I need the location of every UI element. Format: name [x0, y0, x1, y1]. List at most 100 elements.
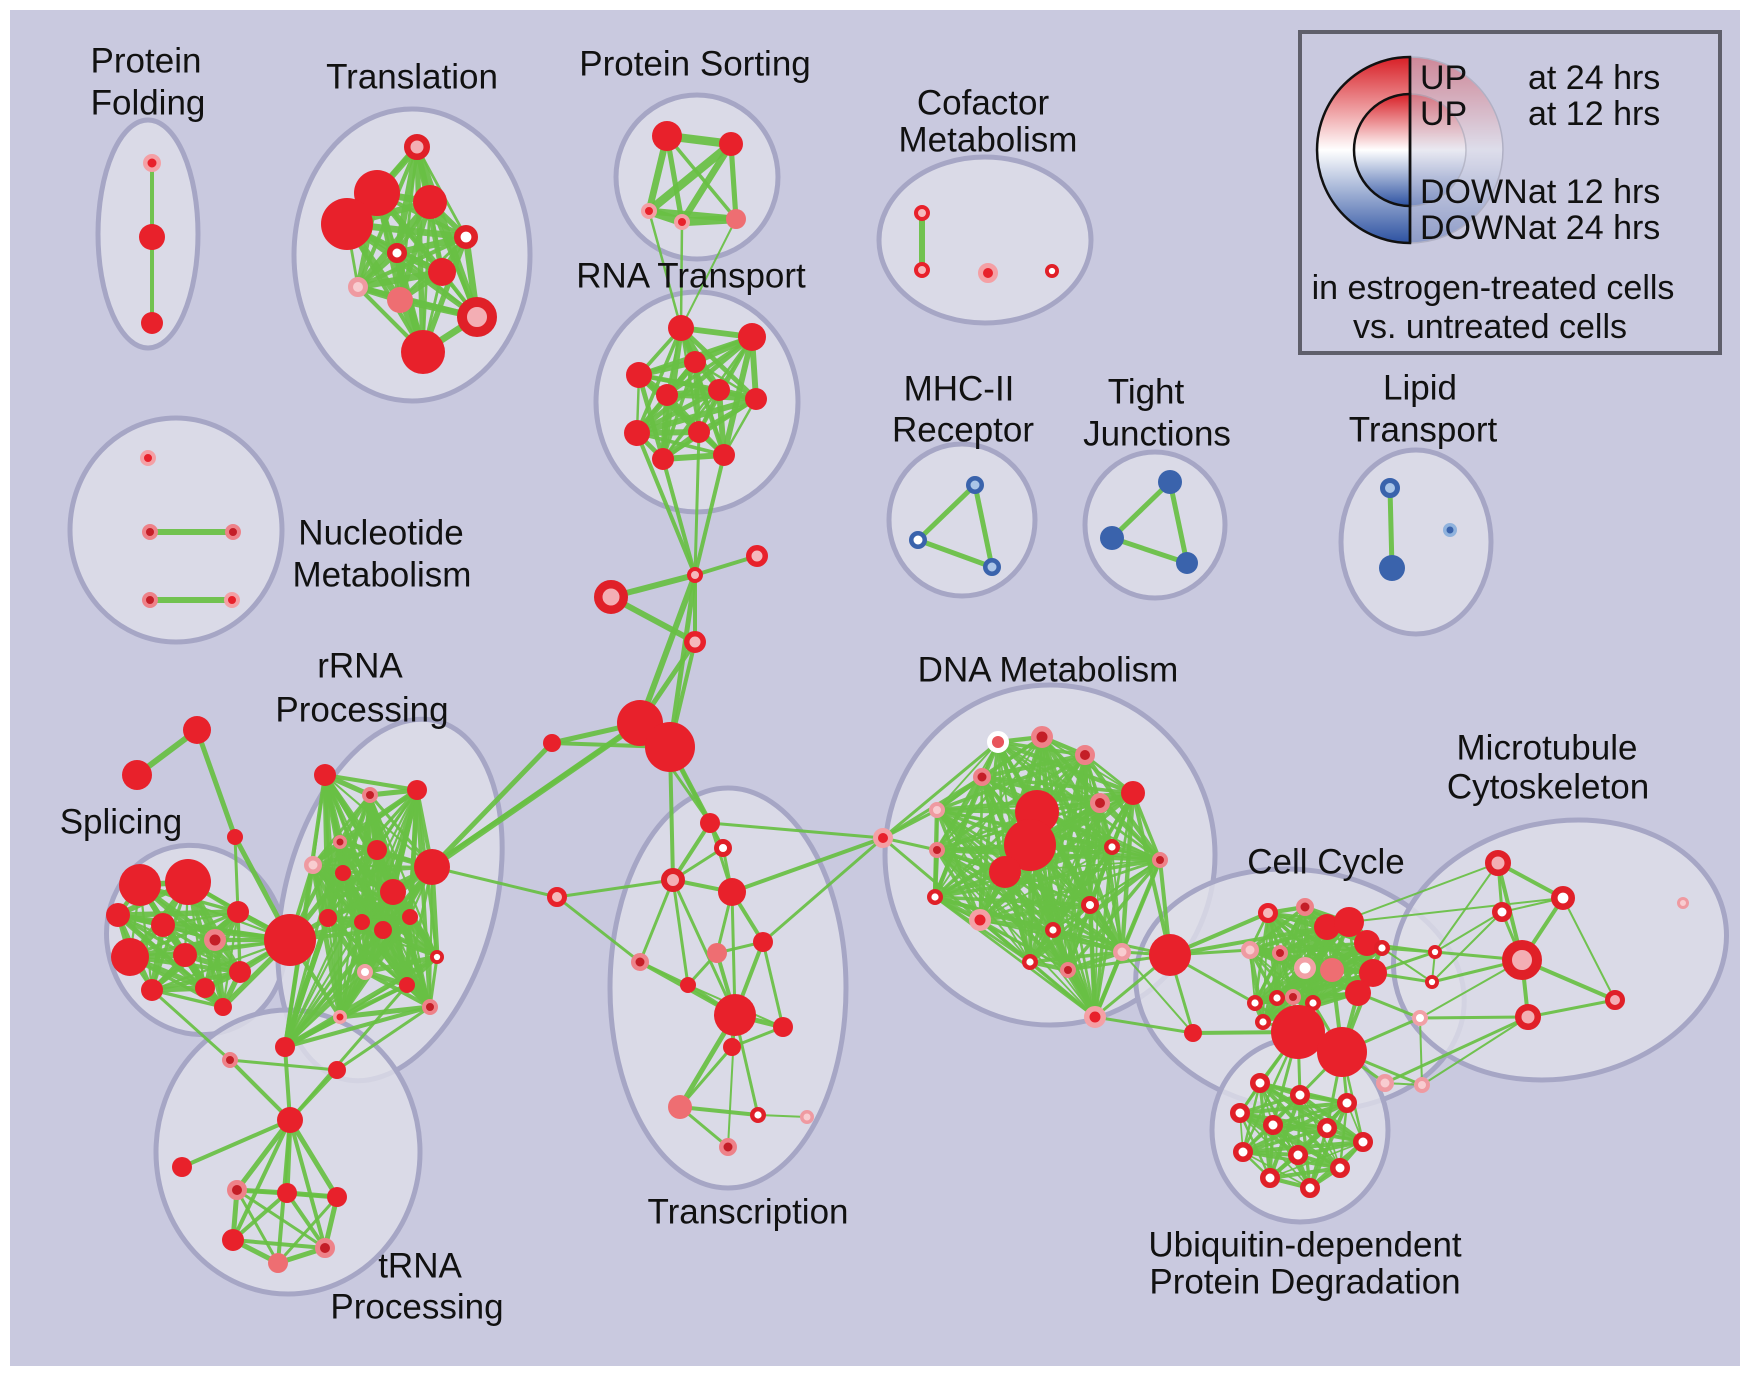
edge: [761, 836, 885, 944]
edge: [282, 915, 331, 1050]
edge: [1109, 535, 1190, 566]
node-cellcycle-6: [1345, 980, 1371, 1006]
edge: [933, 895, 1092, 907]
cluster-label-rrna: rRNA: [317, 647, 403, 686]
edge: [1310, 945, 1385, 1006]
edge: [1167, 479, 1190, 566]
node-splicing-3: [151, 913, 175, 937]
node-tri-0: [183, 716, 211, 744]
node-dna-11: [1103, 839, 1120, 856]
node-microtubule-7: [1425, 974, 1440, 989]
node-translation-9: [457, 297, 497, 337]
node-cellcycle-13: [1268, 990, 1285, 1007]
node-dna-12: [1152, 852, 1168, 868]
edge: [555, 878, 675, 899]
node-protein-sorting-1: [719, 132, 743, 156]
edge: [936, 809, 1031, 963]
node-protein-folding-2: [141, 312, 163, 334]
edges-lipid-transport: [1387, 485, 1395, 571]
node-tight-junctions-1: [1100, 526, 1124, 550]
edge: [282, 1014, 343, 1050]
node-nucleotide-metabolism-0: [140, 450, 156, 466]
node-transcription-13: [750, 1106, 767, 1123]
edge: [635, 431, 697, 577]
edge: [405, 865, 434, 987]
node-ubiquitin-11: [1300, 1178, 1320, 1198]
node-rrna-12: [402, 909, 418, 925]
node-nucleotide-metabolism-4: [224, 592, 240, 608]
edge: [1526, 998, 1617, 1019]
edge: [311, 793, 372, 867]
edge: [1241, 1126, 1329, 1154]
node-spine-1: [746, 545, 768, 567]
edge: [282, 914, 413, 1050]
node-rrna-13: [429, 949, 444, 964]
edge: [115, 909, 241, 918]
edge: [915, 537, 995, 570]
cluster-label-ubiquitin: Ubiquitin-dependent: [1148, 1226, 1462, 1265]
node-protein-folding-0: [143, 154, 161, 172]
node-nucleotide-metabolism-3: [142, 592, 158, 608]
edge: [979, 752, 1088, 780]
node-dna-8: [989, 856, 1021, 888]
node-dna-16: [1044, 922, 1061, 939]
cluster-label-lipid-transport: Lipid: [1383, 369, 1457, 408]
node-translation-3: [321, 198, 373, 250]
edge: [936, 849, 1031, 963]
edge: [359, 914, 413, 925]
node-rrna-4: [304, 856, 322, 874]
node-rrna-2: [407, 780, 427, 800]
edge: [288, 983, 409, 1122]
node-trna-7: [268, 1253, 288, 1273]
cluster-label-dna: DNA Metabolism: [918, 651, 1179, 690]
edge: [1308, 1126, 1329, 1190]
edge: [1066, 903, 1092, 972]
edge: [310, 847, 380, 868]
edge: [1247, 947, 1266, 1025]
edges-rrna: [282, 772, 440, 1050]
node-rrna-18: [275, 1037, 295, 1057]
cluster-label-mhc-ii-receptor: MHC-II: [904, 370, 1015, 409]
edge: [638, 878, 675, 964]
edge: [977, 917, 1056, 933]
edge: [1119, 790, 1136, 955]
edge: [1248, 905, 1307, 952]
edge: [634, 387, 722, 436]
edge: [212, 937, 226, 1010]
edge: [637, 572, 698, 726]
edge: [1419, 1017, 1423, 1086]
node-dna-21: [1084, 1006, 1106, 1028]
edge: [1087, 902, 1098, 1020]
node-microtubule-8: [1412, 1010, 1428, 1026]
node-rrna-7: [380, 879, 406, 905]
edge: [221, 910, 240, 1009]
edge: [978, 858, 1162, 922]
node-rrna-6: [367, 840, 387, 860]
node-transcription-7: [680, 977, 696, 993]
edge: [881, 740, 1000, 840]
node-microtubule-4: [1605, 990, 1625, 1010]
node-cellcycle-20: [1317, 1027, 1367, 1077]
legend-circle-inner-left: [1352, 92, 1412, 208]
edge: [231, 1191, 289, 1242]
legend-circle-inner-right: [1409, 93, 1467, 207]
node-cellcycle-14: [1285, 989, 1301, 1005]
edge: [693, 360, 758, 401]
node-trna-8: [222, 1052, 238, 1068]
edge: [128, 910, 240, 959]
node-cellcycle-2: [1314, 914, 1340, 940]
node-cellcycle-19: [1271, 1005, 1325, 1059]
node-rna-transport-4: [656, 384, 678, 406]
edge: [1093, 1015, 1195, 1035]
edge: [337, 914, 413, 1020]
edge: [228, 1058, 292, 1122]
node-cellcycle-10: [1320, 958, 1344, 982]
node-cellcycle-9: [1294, 957, 1316, 979]
node-ubiquitin-8: [1288, 1145, 1308, 1165]
node-tri-1: [122, 760, 152, 790]
node-dna-10: [1121, 781, 1145, 805]
cluster-label-cofactor-metabolism: Cofactor: [917, 84, 1050, 123]
node-microtubule-5: [1515, 1004, 1541, 1030]
edge: [1387, 485, 1395, 571]
